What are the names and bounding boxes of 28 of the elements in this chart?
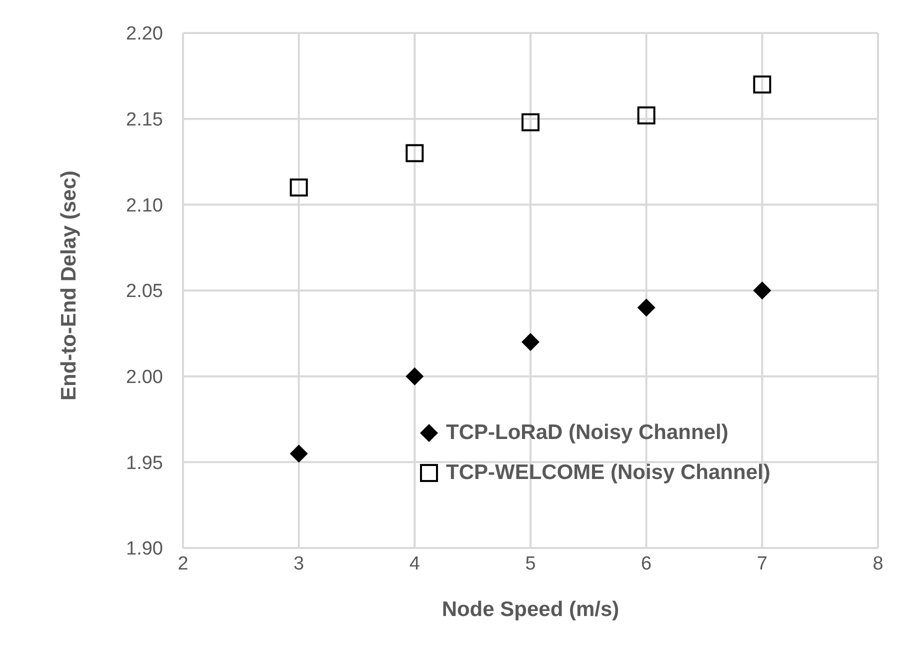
point xyxy=(753,282,772,300)
y-tick-label: 2.05 xyxy=(126,281,163,302)
y-axis-title: End-to-End Delay (sec) xyxy=(57,170,80,400)
x-tick-label: 3 xyxy=(294,553,304,574)
x-tick-label: 7 xyxy=(756,553,768,574)
point xyxy=(290,444,308,463)
point xyxy=(406,367,424,386)
x-tick-label: 5 xyxy=(525,553,536,574)
x-tick-label: 8 xyxy=(872,553,884,574)
y-tick-label: 2.20 xyxy=(126,24,163,45)
y-tick-label: 1.95 xyxy=(126,452,163,474)
point xyxy=(290,178,308,196)
y-tick-label: 2.15 xyxy=(126,110,163,131)
y-tick-label: 2.00 xyxy=(126,367,163,388)
legend-label: TCP-WELCOME (Noisy Channel) xyxy=(446,461,770,485)
point xyxy=(637,106,656,124)
x-tick-label: 4 xyxy=(409,553,420,574)
point xyxy=(753,76,772,94)
y-tick-label: 1.90 xyxy=(126,538,163,560)
point xyxy=(522,333,540,351)
x-tick-label: 6 xyxy=(641,553,652,574)
point xyxy=(637,298,656,317)
legend-label: TCP-LoRaD (Noisy Channel) xyxy=(446,421,728,445)
y-tick-label: 2.10 xyxy=(126,195,163,216)
x-axis-title: Node Speed (m/s) xyxy=(442,598,620,621)
point xyxy=(522,113,540,132)
point xyxy=(406,144,424,162)
x-tick-label: 2 xyxy=(178,553,188,574)
